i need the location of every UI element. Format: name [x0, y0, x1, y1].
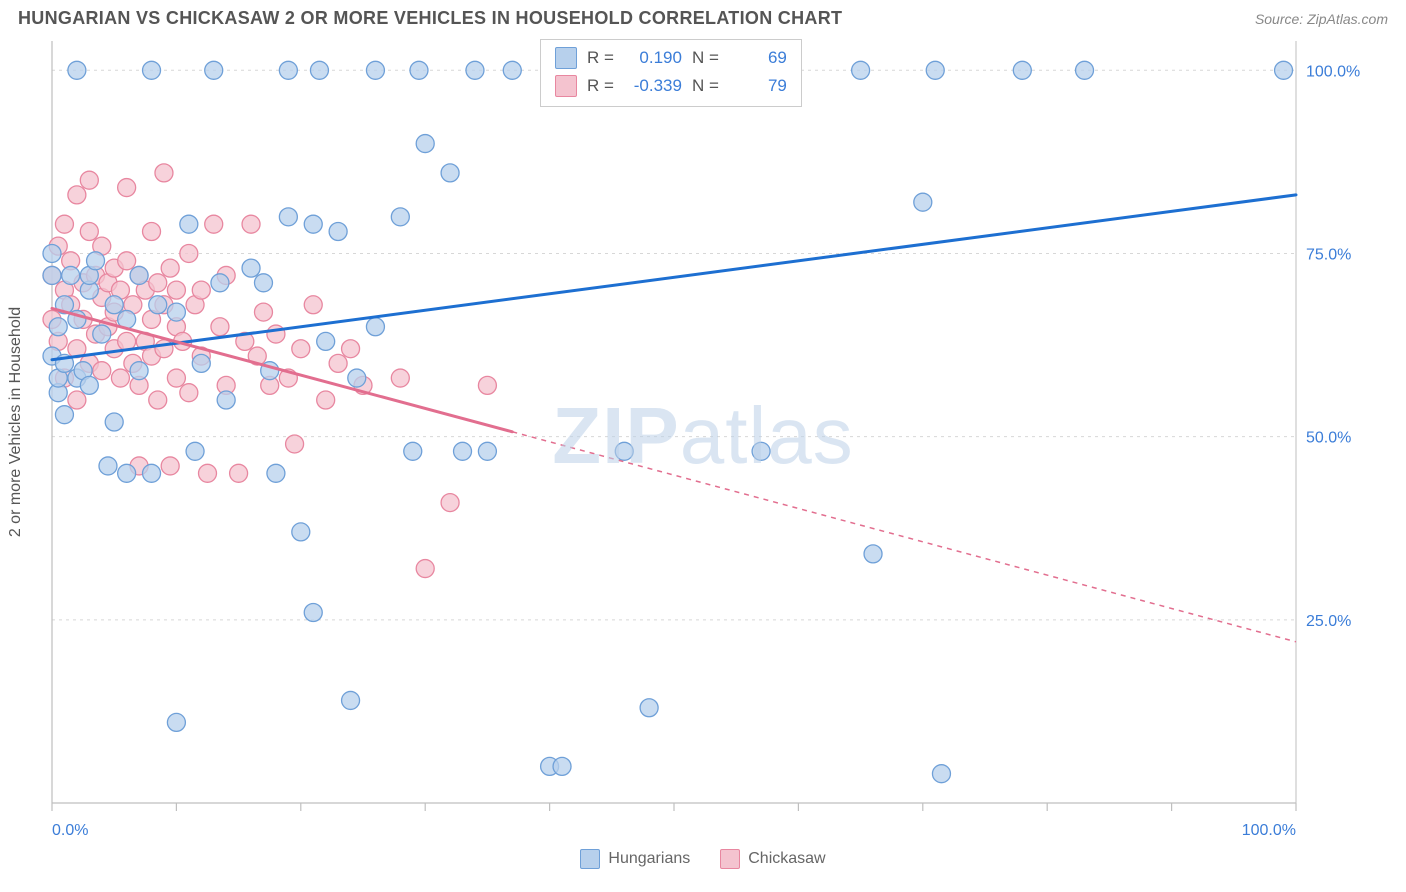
- chart-title: HUNGARIAN VS CHICKASAW 2 OR MORE VEHICLE…: [18, 8, 842, 29]
- n-label: N =: [692, 76, 719, 96]
- legend-item-chickasaw: Chickasaw: [720, 849, 825, 869]
- svg-text:25.0%: 25.0%: [1306, 613, 1351, 630]
- swatch-hungarians: [555, 47, 577, 69]
- legend-label-chickasaw: Chickasaw: [748, 850, 825, 868]
- stats-legend-box: R = 0.190 N = 69 R = -0.339 N = 79: [540, 39, 802, 107]
- legend-item-hungarians: Hungarians: [580, 849, 690, 869]
- svg-text:2 or more Vehicles in Househol: 2 or more Vehicles in Household: [7, 307, 24, 537]
- stats-row-chickasaw: R = -0.339 N = 79: [555, 72, 787, 100]
- n-value-hungarians: 69: [729, 48, 787, 68]
- bottom-legend: Hungarians Chickasaw: [0, 849, 1406, 869]
- r-value-hungarians: 0.190: [624, 48, 682, 68]
- header-bar: HUNGARIAN VS CHICKASAW 2 OR MORE VEHICLE…: [0, 0, 1406, 33]
- swatch-chickasaw: [555, 75, 577, 97]
- r-value-chickasaw: -0.339: [624, 76, 682, 96]
- source-attribution: Source: ZipAtlas.com: [1255, 11, 1388, 27]
- stats-row-hungarians: R = 0.190 N = 69: [555, 44, 787, 72]
- svg-text:100.0%: 100.0%: [1306, 63, 1360, 80]
- n-value-chickasaw: 79: [729, 76, 787, 96]
- legend-swatch-hungarians: [580, 849, 600, 869]
- svg-text:0.0%: 0.0%: [52, 822, 88, 839]
- svg-text:75.0%: 75.0%: [1306, 246, 1351, 263]
- chart-container: 25.0% 50.0% 75.0% 100.0% 0.0% 100.0% 2 or more…: [0, 33, 1406, 873]
- r-label: R =: [587, 48, 614, 68]
- svg-text:100.0%: 100.0%: [1242, 822, 1296, 839]
- legend-swatch-chickasaw: [720, 849, 740, 869]
- scatter-chart: 25.0% 50.0% 75.0% 100.0% 0.0% 100.0% 2 or more…: [0, 33, 1406, 873]
- n-label: N =: [692, 48, 719, 68]
- r-label: R =: [587, 76, 614, 96]
- legend-label-hungarians: Hungarians: [608, 850, 690, 868]
- svg-text:50.0%: 50.0%: [1306, 430, 1351, 447]
